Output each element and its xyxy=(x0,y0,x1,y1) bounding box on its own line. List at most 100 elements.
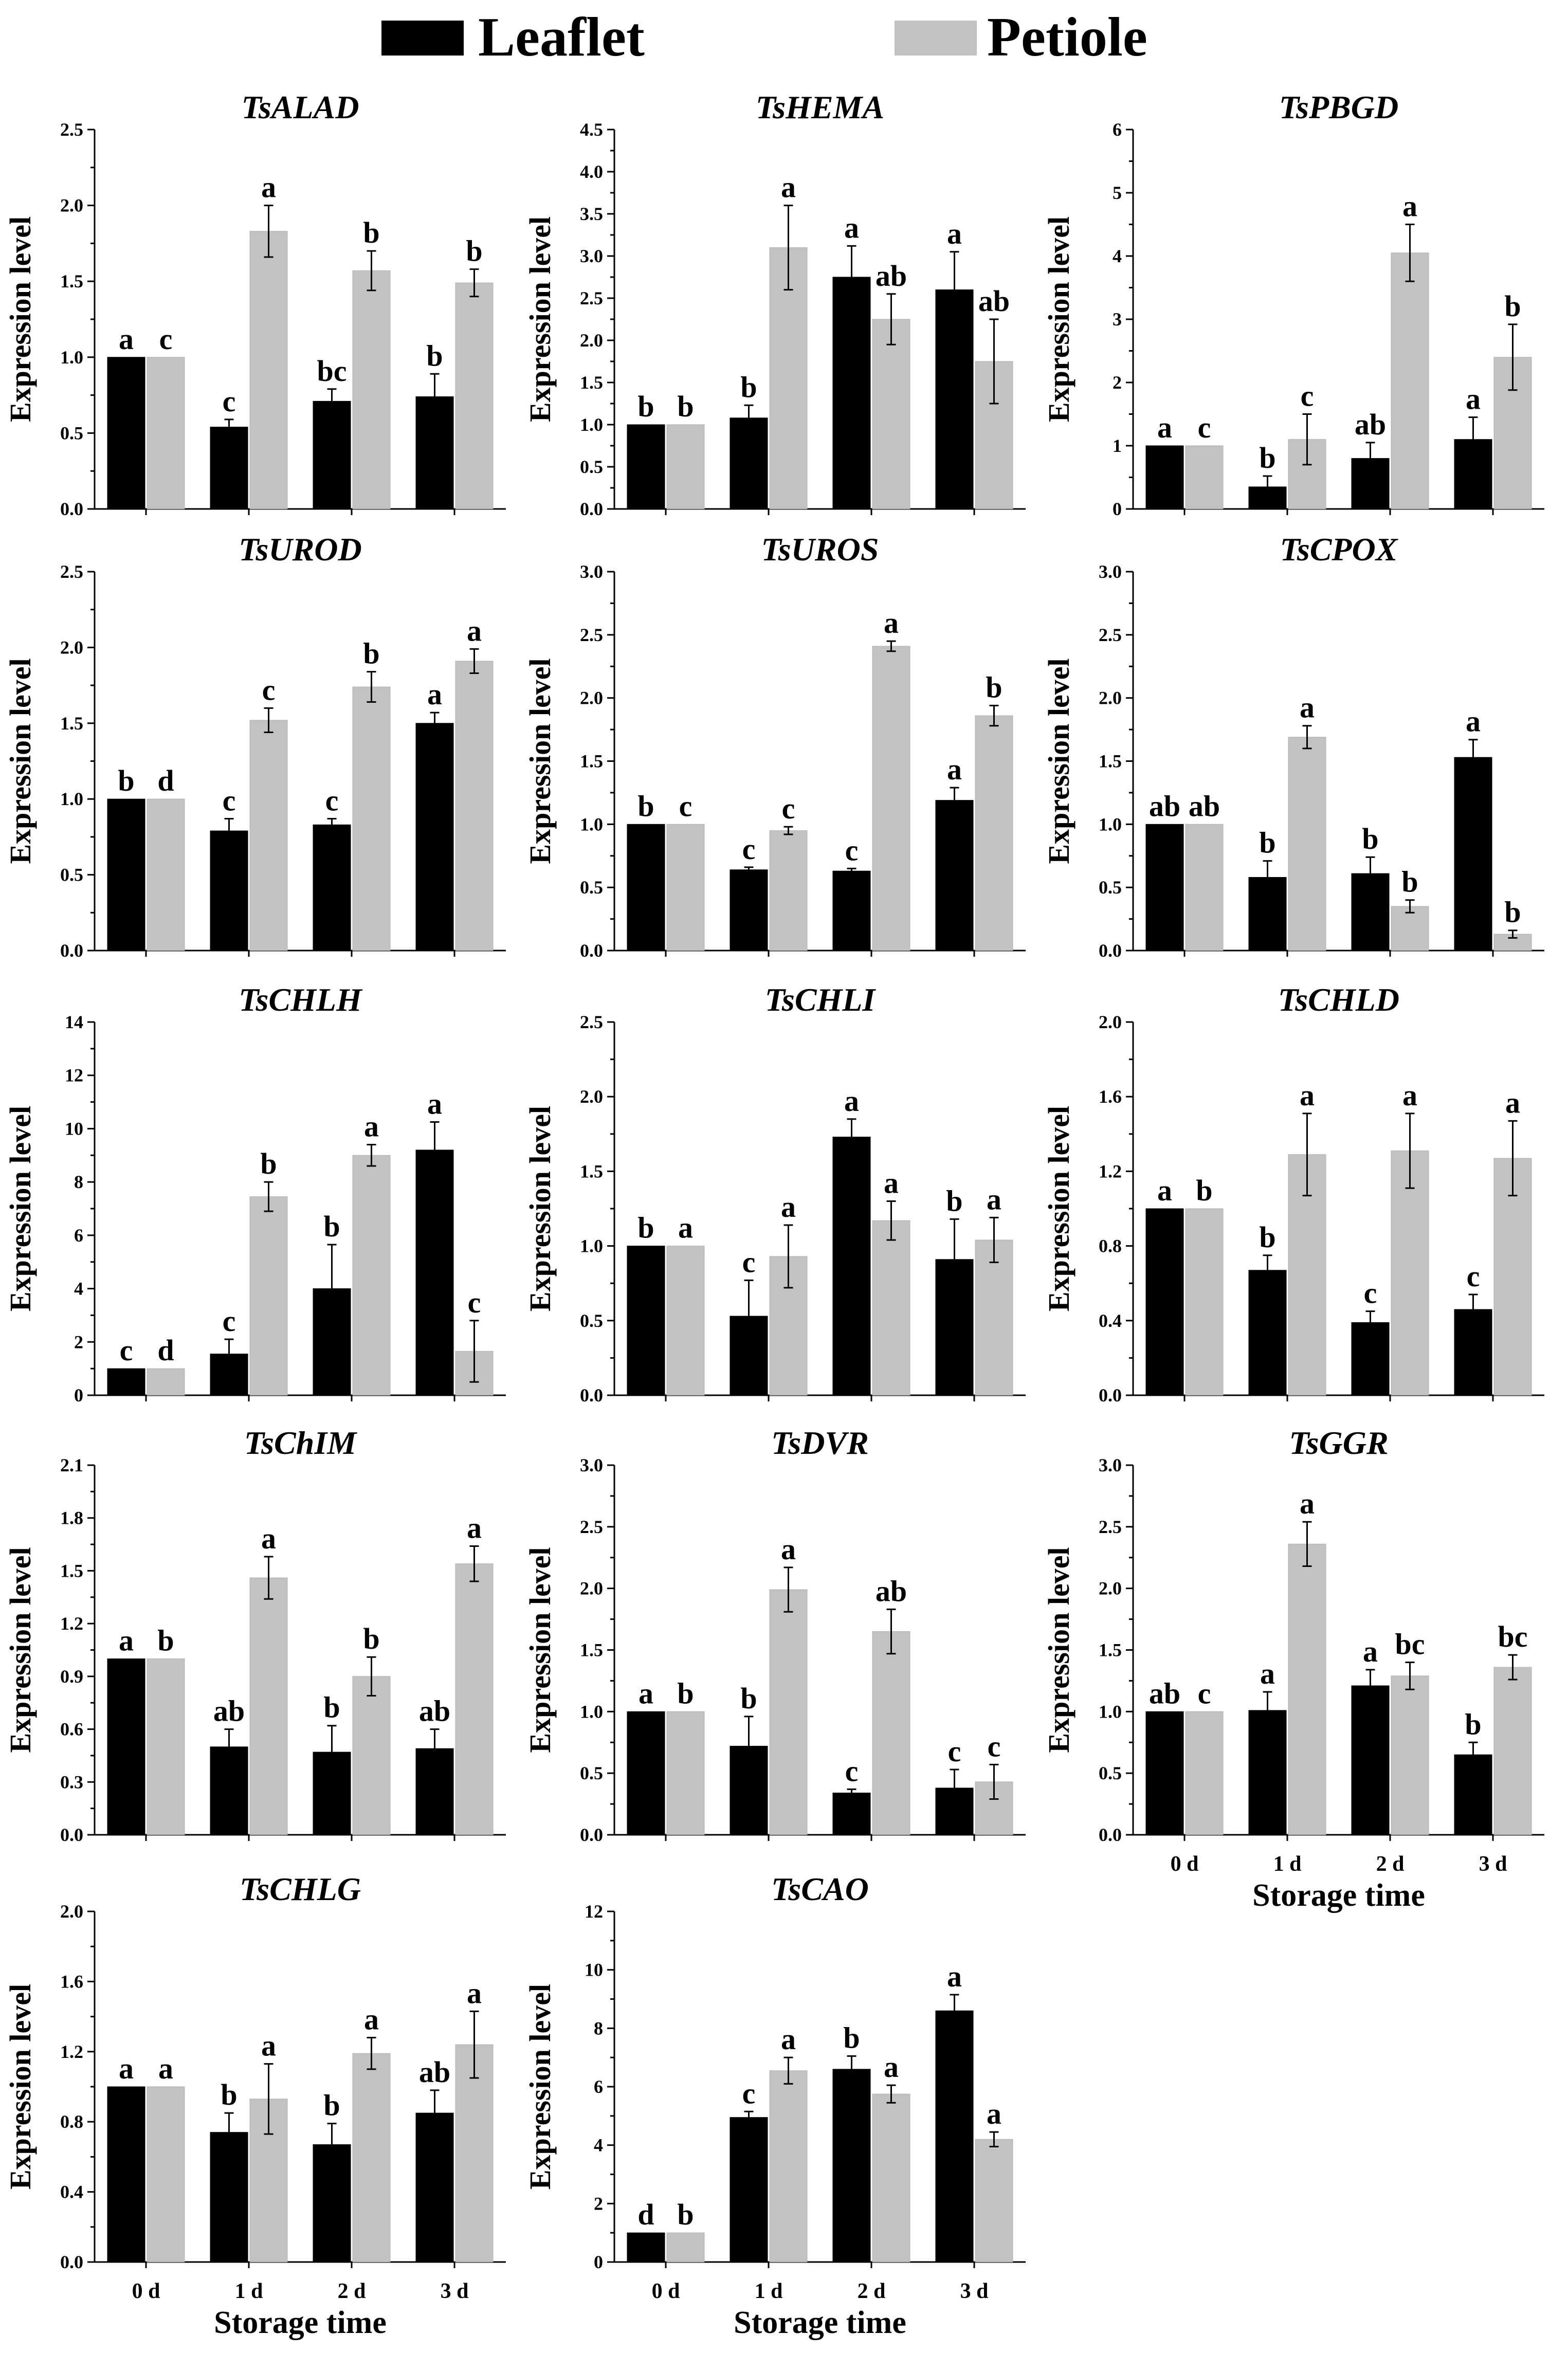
y-tick-label: 0.4 xyxy=(1099,1310,1122,1331)
y-axis-label: Expression level xyxy=(523,1547,557,1753)
bar-petiole-1d xyxy=(249,720,288,951)
bar-petiole-1d xyxy=(249,231,288,509)
significance-letter: a xyxy=(947,753,962,786)
y-tick-label: 4.5 xyxy=(580,119,603,140)
panel-title: TsCHLD xyxy=(1278,981,1399,1018)
x-axis-label: Storage time xyxy=(1252,1878,1425,1913)
y-tick-label: 3.5 xyxy=(580,204,603,224)
y-tick-label: 2.0 xyxy=(1099,1012,1122,1032)
bar-leaflet-3d xyxy=(415,1150,454,1396)
significance-letter: ab xyxy=(978,284,1010,318)
significance-letter: c xyxy=(1467,1260,1480,1293)
significance-letter: c xyxy=(742,2076,756,2110)
bar-leaflet-3d xyxy=(1454,1754,1492,1835)
bar-leaflet-1d xyxy=(730,2117,768,2263)
significance-letter: a xyxy=(1300,1079,1315,1112)
bar-petiole-0d xyxy=(147,798,185,951)
y-tick-label: 2.0 xyxy=(60,195,83,216)
y-tick-label: 0.5 xyxy=(580,457,603,477)
x-axis-label: Storage time xyxy=(734,2305,906,2340)
significance-letter: c xyxy=(948,1735,961,1768)
significance-letter: a xyxy=(987,1182,1001,1216)
significance-letter: a xyxy=(781,1533,796,1566)
panel-title: TsCHLG xyxy=(240,1871,361,1907)
y-tick-label: 2.0 xyxy=(580,1578,603,1599)
bar-petiole-0d xyxy=(1185,1208,1224,1396)
y-axis-label: Expression level xyxy=(1042,216,1075,422)
y-tick-label: 0.5 xyxy=(60,865,83,885)
significance-letter: d xyxy=(637,2198,654,2231)
y-tick-label: 3 xyxy=(1113,309,1122,330)
significance-letter: ab xyxy=(1149,1676,1180,1710)
y-tick-label: 3.0 xyxy=(1099,561,1122,582)
y-tick-label: 0.0 xyxy=(580,1385,603,1406)
x-tick-label: 0 d xyxy=(1171,1852,1199,1876)
bar-petiole-2d xyxy=(1391,906,1429,951)
significance-letter: b xyxy=(323,1210,340,1243)
significance-letter: a xyxy=(261,2029,276,2063)
y-axis-label: Expression level xyxy=(4,216,37,422)
y-tick-label: 14 xyxy=(65,1012,83,1032)
bar-petiole-2d xyxy=(872,1631,910,1835)
significance-letter: a xyxy=(1466,705,1481,738)
bar-leaflet-3d xyxy=(1454,757,1492,951)
bar-petiole-1d xyxy=(249,1196,288,1396)
x-tick-label: 2 d xyxy=(338,2279,366,2303)
significance-letter: b xyxy=(946,1184,962,1217)
significance-letter: c xyxy=(159,322,173,356)
y-tick-label: 1.5 xyxy=(60,271,83,291)
bar-petiole-2d xyxy=(872,319,910,509)
y-tick-label: 1 xyxy=(1113,435,1122,456)
significance-letter: a xyxy=(1300,1487,1315,1520)
bar-leaflet-1d xyxy=(210,427,248,509)
bar-petiole-0d xyxy=(1185,445,1224,509)
panel-title: TsCAO xyxy=(771,1871,869,1907)
significance-letter: a xyxy=(467,1976,482,2010)
significance-letter: c xyxy=(120,1334,133,1367)
bar-leaflet-1d xyxy=(730,417,768,509)
significance-letter: a xyxy=(158,2052,173,2085)
panel-title: TsUROS xyxy=(761,531,879,568)
significance-letter: c xyxy=(742,1245,756,1279)
bar-leaflet-0d xyxy=(627,1246,665,1396)
y-tick-label: 2.0 xyxy=(580,688,603,708)
significance-letter: a xyxy=(467,614,482,647)
panel-TsHEMA: TsHEMA Expression level 0.0 0.5 1.0 1.5 2.0 2.5… xyxy=(523,89,1026,519)
x-tick-label: 3 d xyxy=(1479,1852,1507,1876)
significance-letter: b xyxy=(1259,441,1275,475)
significance-letter: ab xyxy=(213,1694,245,1728)
y-tick-label: 2 xyxy=(1113,372,1122,393)
y-tick-label: 3.0 xyxy=(1099,1455,1122,1475)
significance-letter: a xyxy=(1402,190,1417,223)
y-tick-label: 0 xyxy=(594,2252,603,2272)
bar-petiole-3d xyxy=(1493,1158,1532,1396)
significance-letter: a xyxy=(1157,411,1172,444)
bar-petiole-0d xyxy=(1185,1711,1224,1835)
significance-letter: b xyxy=(260,1147,277,1180)
y-tick-label: 1.6 xyxy=(1099,1086,1122,1107)
y-tick-label: 0.0 xyxy=(60,940,83,961)
y-tick-label: 1.0 xyxy=(580,814,603,834)
y-tick-label: 2.5 xyxy=(580,288,603,308)
x-tick-label: 1 d xyxy=(235,2279,263,2303)
y-tick-label: 0.5 xyxy=(580,1310,603,1331)
bar-leaflet-0d xyxy=(107,2086,145,2263)
y-tick-label: 0.4 xyxy=(60,2182,83,2202)
y-tick-label: 0.5 xyxy=(580,1763,603,1783)
bar-leaflet-1d xyxy=(730,869,768,951)
y-tick-label: 2.0 xyxy=(60,1901,83,1922)
y-tick-label: 2.5 xyxy=(1099,625,1122,645)
bar-petiole-3d xyxy=(975,1239,1013,1396)
panel-title: TsChIM xyxy=(244,1425,357,1461)
significance-letter: c xyxy=(468,1286,481,1319)
y-tick-label: 1.5 xyxy=(580,1640,603,1661)
significance-letter: c xyxy=(679,789,692,823)
significance-letter: b xyxy=(1362,822,1378,855)
y-tick-label: 0.0 xyxy=(580,940,603,961)
panel-TsCHLD: TsCHLD Expression level 0.0 0.4 0.8 1.2 1.6 2.0… xyxy=(1042,981,1544,1406)
y-tick-label: 10 xyxy=(585,1960,603,1980)
y-tick-label: 1.0 xyxy=(580,1701,603,1722)
significance-letter: a xyxy=(844,1084,859,1118)
